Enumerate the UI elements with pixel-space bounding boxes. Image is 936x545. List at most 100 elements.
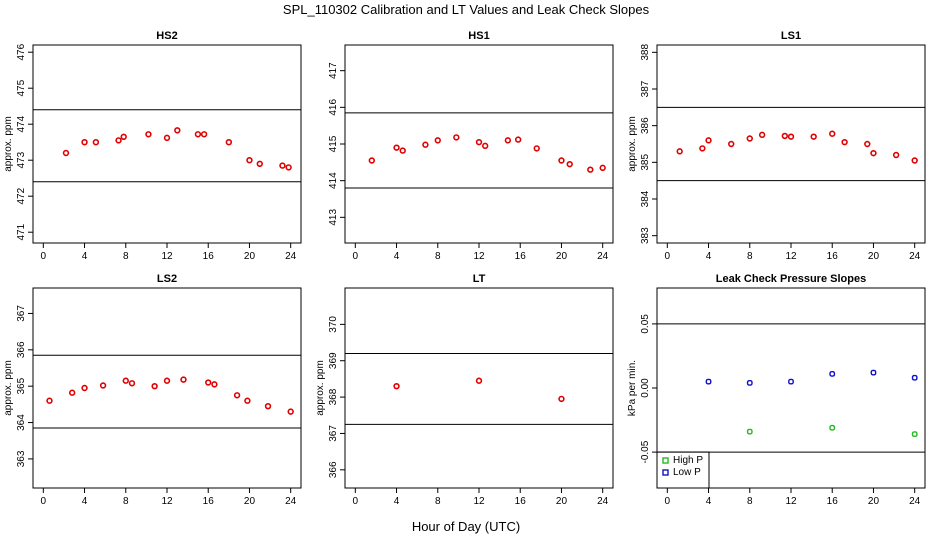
data-point [599,164,606,172]
y-tick-label: 365 [16,377,27,394]
x-tick-label: 16 [203,496,215,507]
data-point [705,137,712,144]
data-point [758,131,766,139]
panel-leak: Leak Check Pressure Slopes 0 4 8 12 16 20 24 -0.… [627,273,926,507]
y-tick-label: 413 [328,209,339,226]
x-tick-label: 20 [244,251,256,262]
x-tick-label: 20 [244,496,256,507]
panel-title: LT [473,273,486,285]
panel-lt: LT 0 4 8 12 16 20 24 366 367 368 369 370 approx. ppm [315,273,614,507]
panel-frame [344,287,614,489]
y-tick-label: 0.00 [640,378,651,398]
y-tick-label: -0.05 [640,440,651,463]
data-point [781,132,789,140]
x-tick-label: 4 [82,251,88,262]
legend-label: Low P [673,467,701,478]
data-point [453,134,460,141]
panel-title: HS1 [468,30,489,42]
data-point [81,384,88,392]
figure-xlabel: Hour of Day (UTC) [412,519,520,534]
data-point [676,148,683,155]
panel-hs2: HS2 0 4 8 12 16 20 24 471 472 473 474 475 476 approx. … [3,30,302,262]
x-tick-label: 8 [435,496,441,507]
data-point [68,389,76,396]
y-tick-label: 474 [16,115,27,132]
x-tick-label: 0 [353,496,359,507]
y-axis-label: kPa per min. [627,360,638,416]
x-tick-label: 8 [123,251,129,262]
y-tick-label: 0.05 [640,314,651,334]
data-point [163,134,171,142]
data-point [122,377,129,384]
data-point [211,381,218,388]
data-point [46,397,53,404]
data-point [533,145,540,152]
data-point [699,145,706,152]
data-point [145,131,152,138]
data-point [393,144,400,151]
panel-frame [32,44,302,244]
data-point-low-p [911,374,918,381]
x-tick-label: 8 [747,496,753,507]
data-point [264,402,272,410]
data-point [911,157,918,164]
y-tick-label: 473 [16,151,27,168]
y-axis-label: approx. ppm [627,116,638,172]
panel-title: HS2 [156,30,177,42]
y-tick-label: 387 [640,80,651,97]
x-tick-label: 8 [123,496,129,507]
data-point [481,142,489,150]
legend-marker [662,469,669,476]
data-point [287,408,294,415]
x-tick-label: 12 [161,251,173,262]
y-axis-label: approx. ppm [3,360,14,416]
data-point-high-p [911,431,918,438]
y-tick-label: 368 [328,388,339,405]
x-tick-label: 8 [435,251,441,262]
data-point [233,392,241,399]
y-tick-label: 384 [640,190,651,207]
y-tick-label: 367 [328,425,339,442]
data-point [115,137,122,144]
y-tick-label: 386 [640,117,651,134]
data-point [434,137,441,144]
x-tick-label: 24 [597,496,609,507]
data-point [864,140,871,148]
x-tick-label: 24 [909,251,921,262]
x-tick-label: 16 [827,251,839,262]
legend-box [656,451,710,489]
data-point [163,377,171,384]
data-point-high-p [746,428,753,435]
y-tick-label: 363 [16,450,27,467]
data-point [205,379,212,386]
x-tick-label: 24 [909,496,921,507]
data-point-low-p [829,370,836,377]
y-tick-label: 416 [328,99,339,116]
data-point [194,131,202,138]
x-tick-label: 8 [747,251,753,262]
data-point [746,135,753,142]
x-tick-label: 24 [285,496,297,507]
x-tick-label: 0 [353,251,359,262]
y-tick-label: 475 [16,79,27,96]
data-point-low-p [870,369,877,376]
data-point [368,157,375,164]
y-tick-label: 385 [640,154,651,171]
y-tick-label: 388 [640,44,651,61]
data-point [285,164,292,171]
data-point [244,397,251,404]
data-point [92,139,100,146]
panel-title: LS2 [157,273,177,285]
x-tick-label: 12 [473,251,485,262]
y-tick-label: 415 [328,135,339,152]
y-axis-label: approx. ppm [3,116,14,172]
x-tick-label: 0 [41,496,47,507]
x-tick-label: 20 [556,251,568,262]
data-point [399,147,406,154]
y-tick-label: 417 [328,62,339,79]
x-tick-label: 12 [161,496,173,507]
x-tick-label: 0 [665,496,671,507]
x-tick-label: 4 [706,251,712,262]
